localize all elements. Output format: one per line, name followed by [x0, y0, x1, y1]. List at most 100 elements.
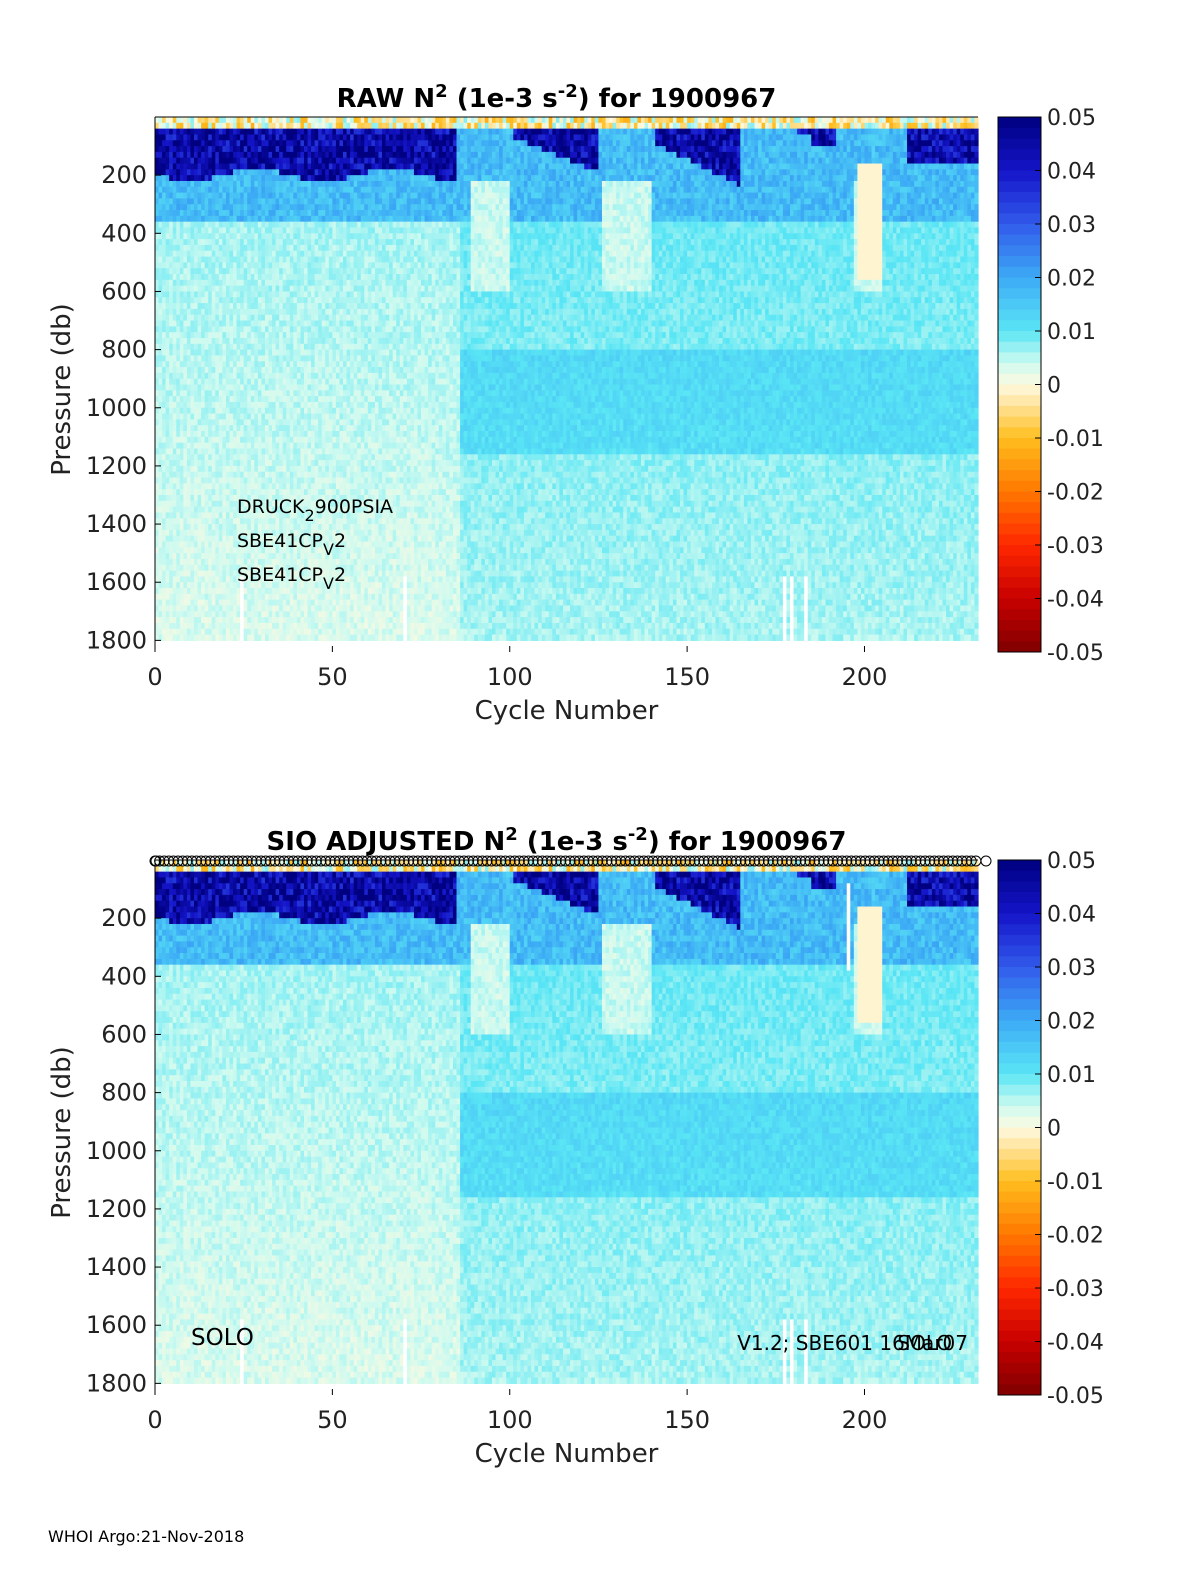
colorbar-segment [998, 631, 1041, 642]
colorbar-segment [998, 224, 1041, 235]
x-tick-label: 100 [487, 1406, 533, 1434]
colorbar-segment [998, 160, 1041, 171]
colorbar-tick-label: 0.05 [1047, 849, 1096, 874]
colorbar-segment [998, 1202, 1041, 1213]
colorbar-segment [998, 1138, 1041, 1149]
colorbar-segment [998, 1342, 1041, 1353]
colorbar-segment [998, 492, 1041, 503]
colorbar-segment [998, 320, 1041, 331]
colorbar-segment [998, 1181, 1041, 1192]
colorbar-segment [998, 1299, 1041, 1310]
colorbar-segment [998, 256, 1041, 267]
chart-title: SIO ADJUSTED N2 (1e-3 s-2) for 1900967 [267, 824, 847, 857]
colorbar-segment [998, 385, 1041, 396]
colorbar-segment [998, 128, 1041, 139]
colorbar-segment [998, 1192, 1041, 1203]
colorbar-segment [998, 117, 1041, 128]
colorbar-segment [998, 1352, 1041, 1363]
y-tick-label: 1800 [86, 1369, 147, 1397]
colorbar-tick-label: -0.01 [1047, 427, 1104, 452]
colorbar-tick-label: -0.04 [1047, 588, 1104, 613]
colorbar-segment [998, 588, 1041, 599]
colorbar-segment [998, 967, 1041, 978]
heatmap-cells [155, 117, 979, 641]
colorbar-segment [998, 427, 1041, 438]
colorbar-segment [998, 566, 1041, 577]
version-label-overlap: SOLO [897, 1331, 952, 1355]
colorbar-segment [998, 1384, 1041, 1395]
colorbar-segment [998, 342, 1041, 353]
colorbar-tick-label: 0.02 [1047, 267, 1096, 292]
x-tick-label: 100 [487, 663, 533, 691]
y-tick-label: 1000 [86, 394, 147, 422]
y-tick-label: 1600 [86, 568, 147, 596]
colorbar-segment [998, 459, 1041, 470]
colorbar-segment [998, 524, 1041, 535]
x-tick-label: 50 [317, 1406, 348, 1434]
colorbar-segment [998, 1213, 1041, 1224]
colorbar-segment [998, 1031, 1041, 1042]
colorbar-segment [998, 278, 1041, 289]
colorbar-segment [998, 1256, 1041, 1267]
colorbar-segment [998, 331, 1041, 342]
colorbar-segment [998, 1021, 1041, 1032]
y-tick-label: 1800 [86, 626, 147, 654]
colorbar-tick-label: -0.02 [1047, 1224, 1104, 1249]
colorbar-tick-label: -0.01 [1047, 1170, 1104, 1195]
y-tick-label: 1200 [86, 452, 147, 480]
colorbar-tick-label: 0.02 [1047, 1010, 1096, 1035]
colorbar-tick-label: -0.04 [1047, 1331, 1104, 1356]
y-axis-label: Pressure (db) [47, 303, 77, 476]
colorbar-segment [998, 1149, 1041, 1160]
colorbar-segment [998, 881, 1041, 892]
colorbar-segment [998, 946, 1041, 957]
colorbar-segment [998, 1063, 1041, 1074]
colorbar-segment [998, 599, 1041, 610]
colorbar-segment [998, 956, 1041, 967]
colorbar-segment [998, 395, 1041, 406]
colorbar-tick-label: 0.05 [1047, 106, 1096, 131]
colorbar-segment [998, 235, 1041, 246]
colorbar-segment [998, 871, 1041, 882]
colorbar-segment [998, 203, 1041, 214]
colorbar-segment [998, 352, 1041, 363]
colorbar-tick-label: 0.04 [1047, 903, 1096, 928]
colorbar-segment [998, 1095, 1041, 1106]
colorbar-tick-label: 0 [1047, 374, 1061, 399]
colorbar-segment [998, 1320, 1041, 1331]
colorbar-segment [998, 609, 1041, 620]
colorbar-segment [998, 914, 1041, 925]
y-tick-label: 400 [101, 962, 147, 990]
heatmap-cells [155, 860, 979, 1384]
colorbar-segment [998, 1117, 1041, 1128]
colorbar-segment [998, 1042, 1041, 1053]
colorbar-tick-label: 0 [1047, 1117, 1061, 1142]
colorbar-segment [998, 245, 1041, 256]
colorbar-segment [998, 1010, 1041, 1021]
colorbar-segment [998, 556, 1041, 567]
chart-panel-2: SIO ADJUSTED N2 (1e-3 s-2) for 1900967 0 5… [47, 824, 1104, 1469]
x-tick-label: 50 [317, 663, 348, 691]
colorbar: 0.050.040.030.020.010-0.01-0.02-0.03-0.0… [998, 849, 1104, 1409]
colorbar-segment [998, 545, 1041, 556]
colorbar-segment [998, 149, 1041, 160]
y-tick-label: 200 [101, 161, 147, 189]
colorbar-segment [998, 192, 1041, 203]
y-tick-label: 800 [101, 1079, 147, 1107]
colorbar-segment [998, 924, 1041, 935]
cycle-marker [981, 856, 991, 866]
chart-title: RAW N2 (1e-3 s-2) for 1900967 [337, 81, 777, 114]
colorbar-segment [998, 310, 1041, 321]
colorbar-segment [998, 181, 1041, 192]
y-tick-label: 1200 [86, 1195, 147, 1223]
colorbar-segment [998, 935, 1041, 946]
x-tick-label: 150 [664, 663, 710, 691]
colorbar-segment [998, 513, 1041, 524]
colorbar-segment [998, 1053, 1041, 1064]
chart-panel-1: RAW N2 (1e-3 s-2) for 1900967 0 50 100 150 20… [47, 81, 1104, 726]
colorbar-segment [998, 1267, 1041, 1278]
colorbar-segment [998, 363, 1041, 374]
colorbar-segment [998, 641, 1041, 652]
x-tick-label: 0 [147, 1406, 162, 1434]
